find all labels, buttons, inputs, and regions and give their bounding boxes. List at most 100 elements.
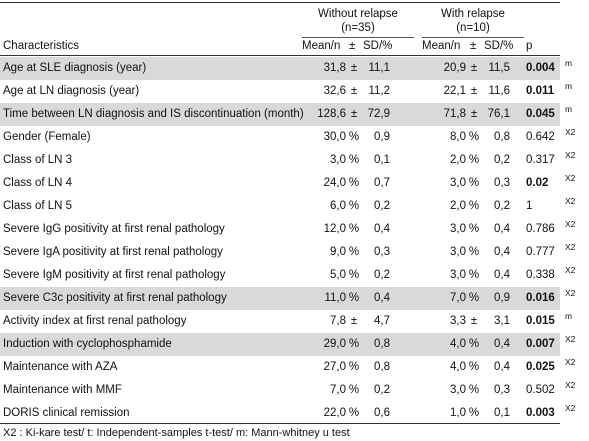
- with-relapse-value: 3,0: [450, 384, 466, 396]
- table-row: Class of LN 3 3,0% 0,1 2,0% 0,2 0.317 X2: [0, 149, 575, 172]
- row-label: Severe IgA positivity at first renal pat…: [3, 246, 223, 258]
- without-relapse-sd: 11,2: [368, 85, 390, 97]
- group2-title: With relapse: [441, 8, 505, 20]
- with-relapse-value: 3,0: [450, 246, 466, 258]
- test-marker: m: [565, 81, 573, 91]
- test-marker: X2: [565, 173, 576, 183]
- p-value: 0.011: [526, 85, 555, 97]
- with-relapse-sd: 0,9: [494, 292, 510, 304]
- p-value: 0.003: [526, 407, 555, 419]
- without-relapse-value: 3,0: [330, 154, 346, 166]
- without-relapse-sd: 0,4: [374, 223, 390, 235]
- col-sd-pct-2: SD/%: [484, 40, 514, 52]
- without-relapse-sd: 0,9: [374, 131, 390, 143]
- without-relapse-sd: 0,8: [374, 338, 390, 350]
- table-row: Severe IgG positivity at first renal pat…: [0, 218, 575, 241]
- with-relapse-symbol: %: [468, 407, 480, 419]
- group2-n: (n=10): [456, 22, 490, 34]
- p-value: 0.502: [526, 384, 555, 396]
- table-row: Induction with cyclophosphamide 29,0% 0,8 4…: [0, 333, 575, 356]
- row-label: Class of LN 4: [3, 177, 73, 189]
- without-relapse-symbol: %: [348, 246, 360, 258]
- p-value: 0.338: [526, 269, 555, 281]
- row-label: Age at LN diagnosis (year): [3, 85, 140, 97]
- without-relapse-symbol: ±: [350, 62, 358, 74]
- table-row: Class of LN 4 24,0% 0,7 3,0% 0,3 0.02 X2: [0, 172, 575, 195]
- col-mean-n-1: Mean/n: [302, 40, 341, 52]
- without-relapse-sd: 0,2: [374, 269, 390, 281]
- without-relapse-value: 22,0: [323, 407, 346, 419]
- with-relapse-value: 4,0: [450, 361, 466, 373]
- with-relapse-sd: 0,2: [494, 200, 510, 212]
- table-row: Age at LN diagnosis (year) 32,6 ±11,2 22,1 ±…: [0, 80, 572, 103]
- with-relapse-symbol: ±: [470, 315, 478, 327]
- without-relapse-value: 24,0: [323, 177, 346, 189]
- without-relapse-symbol: %: [348, 361, 360, 373]
- test-marker: m: [565, 58, 573, 68]
- with-relapse-symbol: %: [468, 361, 480, 373]
- table-row: Activity index at first renal pathology 7…: [0, 310, 572, 333]
- without-relapse-symbol: %: [348, 292, 360, 304]
- row-label: Class of LN 3: [3, 154, 73, 166]
- row-label: Maintenance with MMF: [3, 384, 122, 396]
- test-marker: X2: [565, 242, 576, 252]
- with-relapse-sd: 0,2: [494, 154, 510, 166]
- row-label: DORIS clinical remission: [3, 407, 130, 419]
- p-value: 0.016: [526, 292, 555, 304]
- without-relapse-sd: 0,2: [374, 200, 390, 212]
- p-value: 0.004: [526, 62, 555, 74]
- test-marker: X2: [565, 334, 576, 344]
- col-p: p: [526, 40, 533, 52]
- row-label: Time between LN diagnosis and IS discont…: [3, 108, 304, 120]
- with-relapse-value: 4,0: [450, 338, 466, 350]
- without-relapse-symbol: %: [348, 223, 360, 235]
- with-relapse-symbol: %: [468, 292, 480, 304]
- with-relapse-sd: 0,3: [494, 384, 510, 396]
- without-relapse-value: 32,6: [323, 85, 346, 97]
- col-characteristics: Characteristics: [3, 40, 80, 52]
- test-marker: m: [565, 104, 573, 114]
- without-relapse-value: 9,0: [330, 246, 346, 258]
- with-relapse-symbol: ±: [470, 62, 478, 74]
- with-relapse-symbol: %: [468, 384, 480, 396]
- without-relapse-symbol: %: [348, 200, 360, 212]
- row-label: Gender (Female): [3, 131, 91, 143]
- with-relapse-symbol: %: [468, 246, 480, 258]
- test-marker: X2: [565, 403, 576, 413]
- without-relapse-value: 7,8: [330, 315, 346, 327]
- with-relapse-symbol: %: [468, 269, 480, 281]
- p-value: 0.045: [526, 108, 555, 120]
- with-relapse-symbol: %: [468, 223, 480, 235]
- with-relapse-symbol: ±: [470, 108, 478, 120]
- without-relapse-symbol: %: [348, 384, 360, 396]
- with-relapse-symbol: %: [468, 131, 480, 143]
- group2-underline: [422, 37, 524, 38]
- with-relapse-sd: 0,4: [494, 338, 510, 350]
- without-relapse-sd: 0,2: [374, 384, 390, 396]
- row-label: Severe IgG positivity at first renal pat…: [3, 223, 225, 235]
- col-pm-1: ±: [349, 40, 356, 52]
- row-label: Maintenance with AZA: [3, 361, 118, 373]
- test-marker: m: [565, 311, 573, 321]
- row-label: Severe IgM positivity at first renal pat…: [3, 269, 226, 281]
- without-relapse-value: 7,0: [330, 384, 346, 396]
- with-relapse-sd: 0,4: [494, 361, 510, 373]
- with-relapse-value: 71,8: [443, 108, 466, 120]
- with-relapse-sd: 3,1: [494, 315, 510, 327]
- with-relapse-value: 2,0: [450, 154, 466, 166]
- without-relapse-symbol: ±: [350, 85, 358, 97]
- without-relapse-symbol: %: [348, 131, 360, 143]
- table-row: Maintenance with MMF 7,0% 0,2 3,0% 0,3 0.502 X…: [0, 379, 575, 402]
- with-relapse-value: 20,9: [443, 62, 466, 74]
- without-relapse-sd: 0,4: [374, 292, 390, 304]
- without-relapse-sd: 0,3: [374, 246, 390, 258]
- row-label: Severe C3c positivity at first renal pat…: [3, 292, 227, 304]
- with-relapse-sd: 0,8: [494, 131, 510, 143]
- table-row: Severe IgA positivity at first renal pat…: [0, 241, 575, 264]
- p-value: 1: [526, 200, 533, 212]
- table-row: Gender (Female) 30,0% 0,9 8,0% 0,8 0.642 X2: [0, 126, 575, 149]
- with-relapse-symbol: %: [468, 177, 480, 189]
- without-relapse-value: 128,6: [317, 108, 346, 120]
- without-relapse-symbol: %: [348, 177, 360, 189]
- table-row: Severe C3c positivity at first renal pat…: [0, 287, 575, 310]
